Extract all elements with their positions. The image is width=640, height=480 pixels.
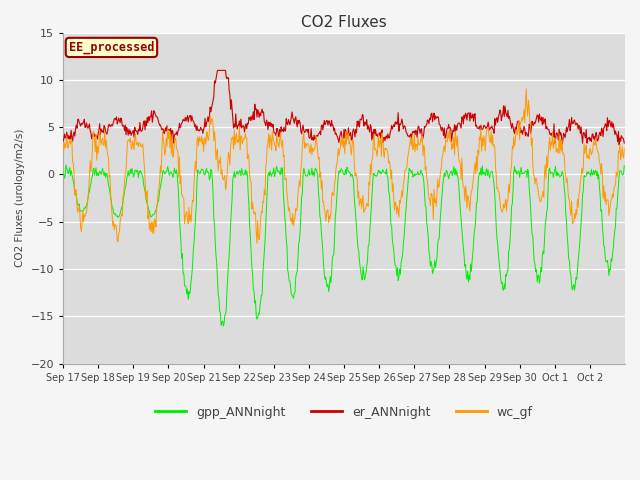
Legend: gpp_ANNnight, er_ANNnight, wc_gf: gpp_ANNnight, er_ANNnight, wc_gf [150,401,538,424]
Y-axis label: CO2 Fluxes (urology/m2/s): CO2 Fluxes (urology/m2/s) [15,129,25,267]
Text: EE_processed: EE_processed [68,41,154,54]
Title: CO2 Fluxes: CO2 Fluxes [301,15,387,30]
